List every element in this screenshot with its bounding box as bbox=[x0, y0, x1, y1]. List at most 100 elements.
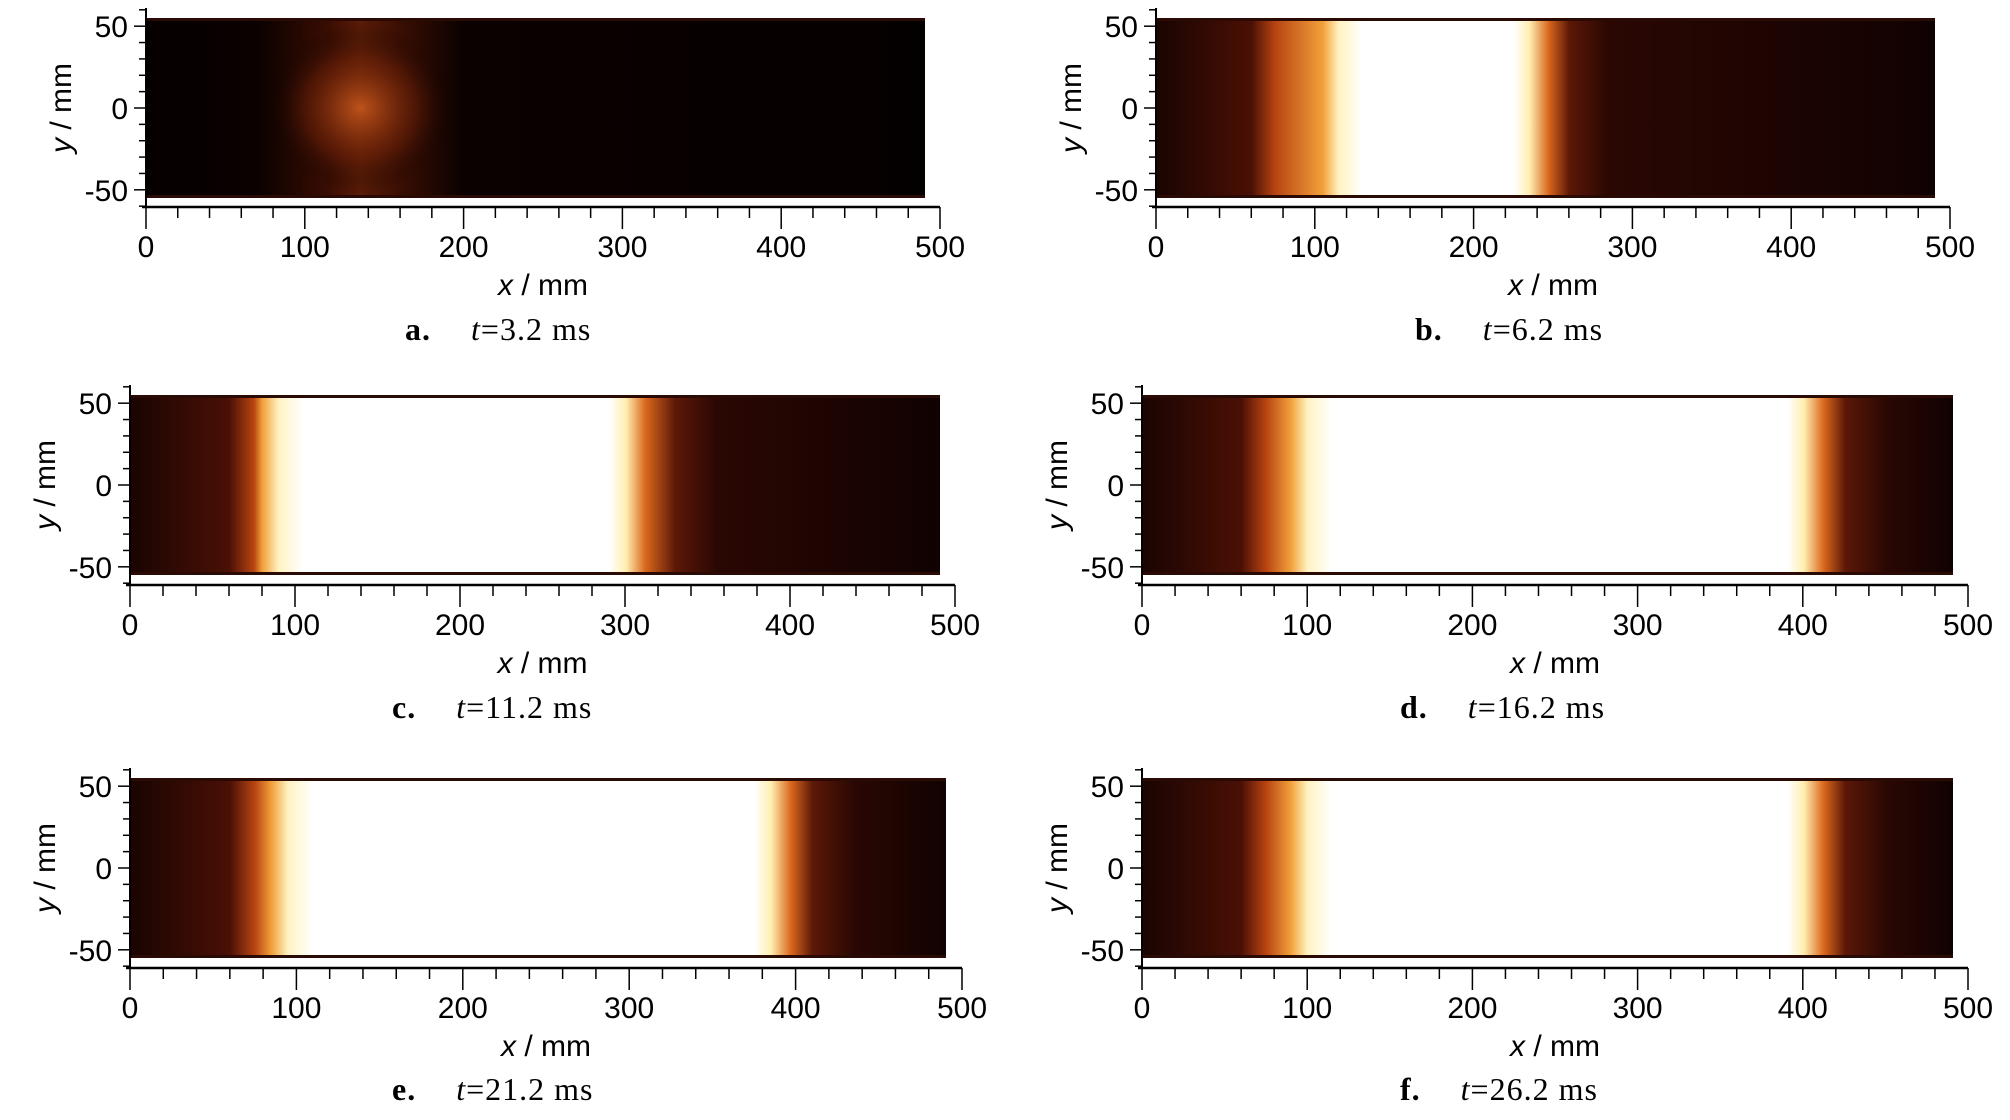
x-tick-label: 200 bbox=[438, 992, 488, 1025]
x-tick-label: 100 bbox=[1290, 231, 1340, 264]
y-axis-unit: / mm bbox=[45, 63, 78, 138]
x-axis-var: x bbox=[499, 1030, 517, 1063]
x-tick-label: 100 bbox=[280, 231, 330, 264]
panel-letter: a. bbox=[405, 311, 431, 347]
x-tick-label: 0 bbox=[138, 231, 155, 264]
image-bottom-edge bbox=[130, 572, 940, 575]
y-axis-label: y / mm bbox=[1041, 823, 1074, 915]
y-axis-label: y / mm bbox=[29, 823, 62, 915]
ignition-kernel bbox=[266, 23, 455, 193]
x-tick-label: 0 bbox=[1134, 609, 1151, 642]
y-tick-label: 0 bbox=[1107, 470, 1124, 503]
x-tick-label: 200 bbox=[439, 231, 489, 264]
x-tick-label: 300 bbox=[1607, 231, 1657, 264]
x-tick-label: 300 bbox=[600, 609, 650, 642]
x-tick-label: 0 bbox=[122, 609, 139, 642]
time-var: t bbox=[456, 689, 466, 725]
panel-caption: a. t=3.2 ms bbox=[405, 311, 591, 347]
flame-image bbox=[146, 18, 925, 198]
time-var: t bbox=[456, 1071, 466, 1107]
x-axis-label: x / mm bbox=[1506, 269, 1598, 302]
y-axis-label: y / mm bbox=[1041, 440, 1074, 532]
x-tick-label: 300 bbox=[597, 231, 647, 264]
y-tick-label: -50 bbox=[1081, 552, 1124, 585]
panel-caption: f. t=26.2 ms bbox=[1400, 1071, 1598, 1107]
x-axis-label: x / mm bbox=[499, 1030, 591, 1063]
y-tick-label: 0 bbox=[95, 470, 112, 503]
x-tick-label: 400 bbox=[1778, 609, 1828, 642]
y-axis-var: y bbox=[45, 136, 78, 155]
x-tick-label: 500 bbox=[937, 992, 987, 1025]
x-axis-unit: / mm bbox=[513, 647, 588, 680]
x-tick-label: 200 bbox=[1447, 992, 1497, 1025]
y-tick-label: -50 bbox=[69, 552, 112, 585]
time-var: t bbox=[1483, 311, 1493, 347]
flame-image bbox=[1156, 18, 1935, 198]
x-tick-label: 200 bbox=[1449, 231, 1499, 264]
y-tick-label: 0 bbox=[111, 93, 128, 126]
x-axis-label: x / mm bbox=[1508, 647, 1600, 680]
flame-image bbox=[1142, 778, 1953, 958]
y-tick-label: 0 bbox=[1121, 93, 1138, 126]
y-axis-unit: / mm bbox=[29, 823, 62, 898]
panel-letter: f. bbox=[1400, 1071, 1421, 1107]
x-tick-label: 400 bbox=[765, 609, 815, 642]
y-tick-label: 50 bbox=[79, 771, 112, 804]
x-axis-var: x bbox=[1508, 1030, 1526, 1063]
x-axis-label: x / mm bbox=[1508, 1030, 1600, 1063]
time-var: t bbox=[471, 311, 481, 347]
x-tick-label: 500 bbox=[915, 231, 965, 264]
x-axis-var: x bbox=[496, 647, 514, 680]
y-tick-label: 50 bbox=[1091, 771, 1124, 804]
y-axis-var: y bbox=[29, 513, 62, 532]
x-tick-label: 500 bbox=[930, 609, 980, 642]
panel-letter: d. bbox=[1400, 689, 1428, 725]
y-axis-unit: / mm bbox=[1041, 440, 1074, 515]
flame-image bbox=[1142, 395, 1953, 575]
x-axis-var: x bbox=[1508, 647, 1526, 680]
x-tick-label: 400 bbox=[1778, 992, 1828, 1025]
x-tick-label: 100 bbox=[1282, 609, 1332, 642]
x-tick-label: 300 bbox=[1613, 609, 1663, 642]
x-axis-var: x bbox=[496, 269, 514, 302]
panel-caption: d. t=16.2 ms bbox=[1400, 689, 1605, 725]
panel-caption: e. t=21.2 ms bbox=[392, 1071, 593, 1107]
y-tick-label: 50 bbox=[95, 11, 128, 44]
x-tick-label: 400 bbox=[771, 992, 821, 1025]
y-axis-var: y bbox=[29, 896, 62, 915]
x-tick-label: 500 bbox=[1943, 609, 1993, 642]
x-axis-label: x / mm bbox=[496, 647, 588, 680]
time-value: =21.2 ms bbox=[466, 1071, 593, 1107]
y-tick-label: -50 bbox=[1081, 935, 1124, 968]
image-top-edge bbox=[1142, 778, 1953, 781]
x-axis-unit: / mm bbox=[516, 1030, 591, 1063]
x-axis-label: x / mm bbox=[496, 269, 588, 302]
image-top-edge bbox=[130, 395, 940, 398]
y-axis-unit: / mm bbox=[1055, 63, 1088, 138]
image-top-edge bbox=[1142, 395, 1953, 398]
y-axis-label: y / mm bbox=[1055, 63, 1088, 155]
x-tick-label: 100 bbox=[270, 609, 320, 642]
y-axis-label: y / mm bbox=[45, 63, 78, 155]
y-tick-label: 50 bbox=[1105, 11, 1138, 44]
y-tick-label: 0 bbox=[1107, 853, 1124, 886]
x-tick-label: 400 bbox=[756, 231, 806, 264]
y-axis-var: y bbox=[1041, 896, 1074, 915]
x-tick-label: 500 bbox=[1943, 992, 1993, 1025]
x-tick-label: 300 bbox=[604, 992, 654, 1025]
panel-letter: e. bbox=[392, 1071, 416, 1107]
x-axis-unit: / mm bbox=[513, 269, 588, 302]
image-bottom-edge bbox=[1142, 572, 1953, 575]
x-tick-label: 200 bbox=[1447, 609, 1497, 642]
x-tick-label: 200 bbox=[435, 609, 485, 642]
x-axis-unit: / mm bbox=[1525, 647, 1600, 680]
time-value: =11.2 ms bbox=[466, 689, 592, 725]
x-tick-label: 100 bbox=[271, 992, 321, 1025]
image-bottom-edge bbox=[130, 955, 946, 958]
